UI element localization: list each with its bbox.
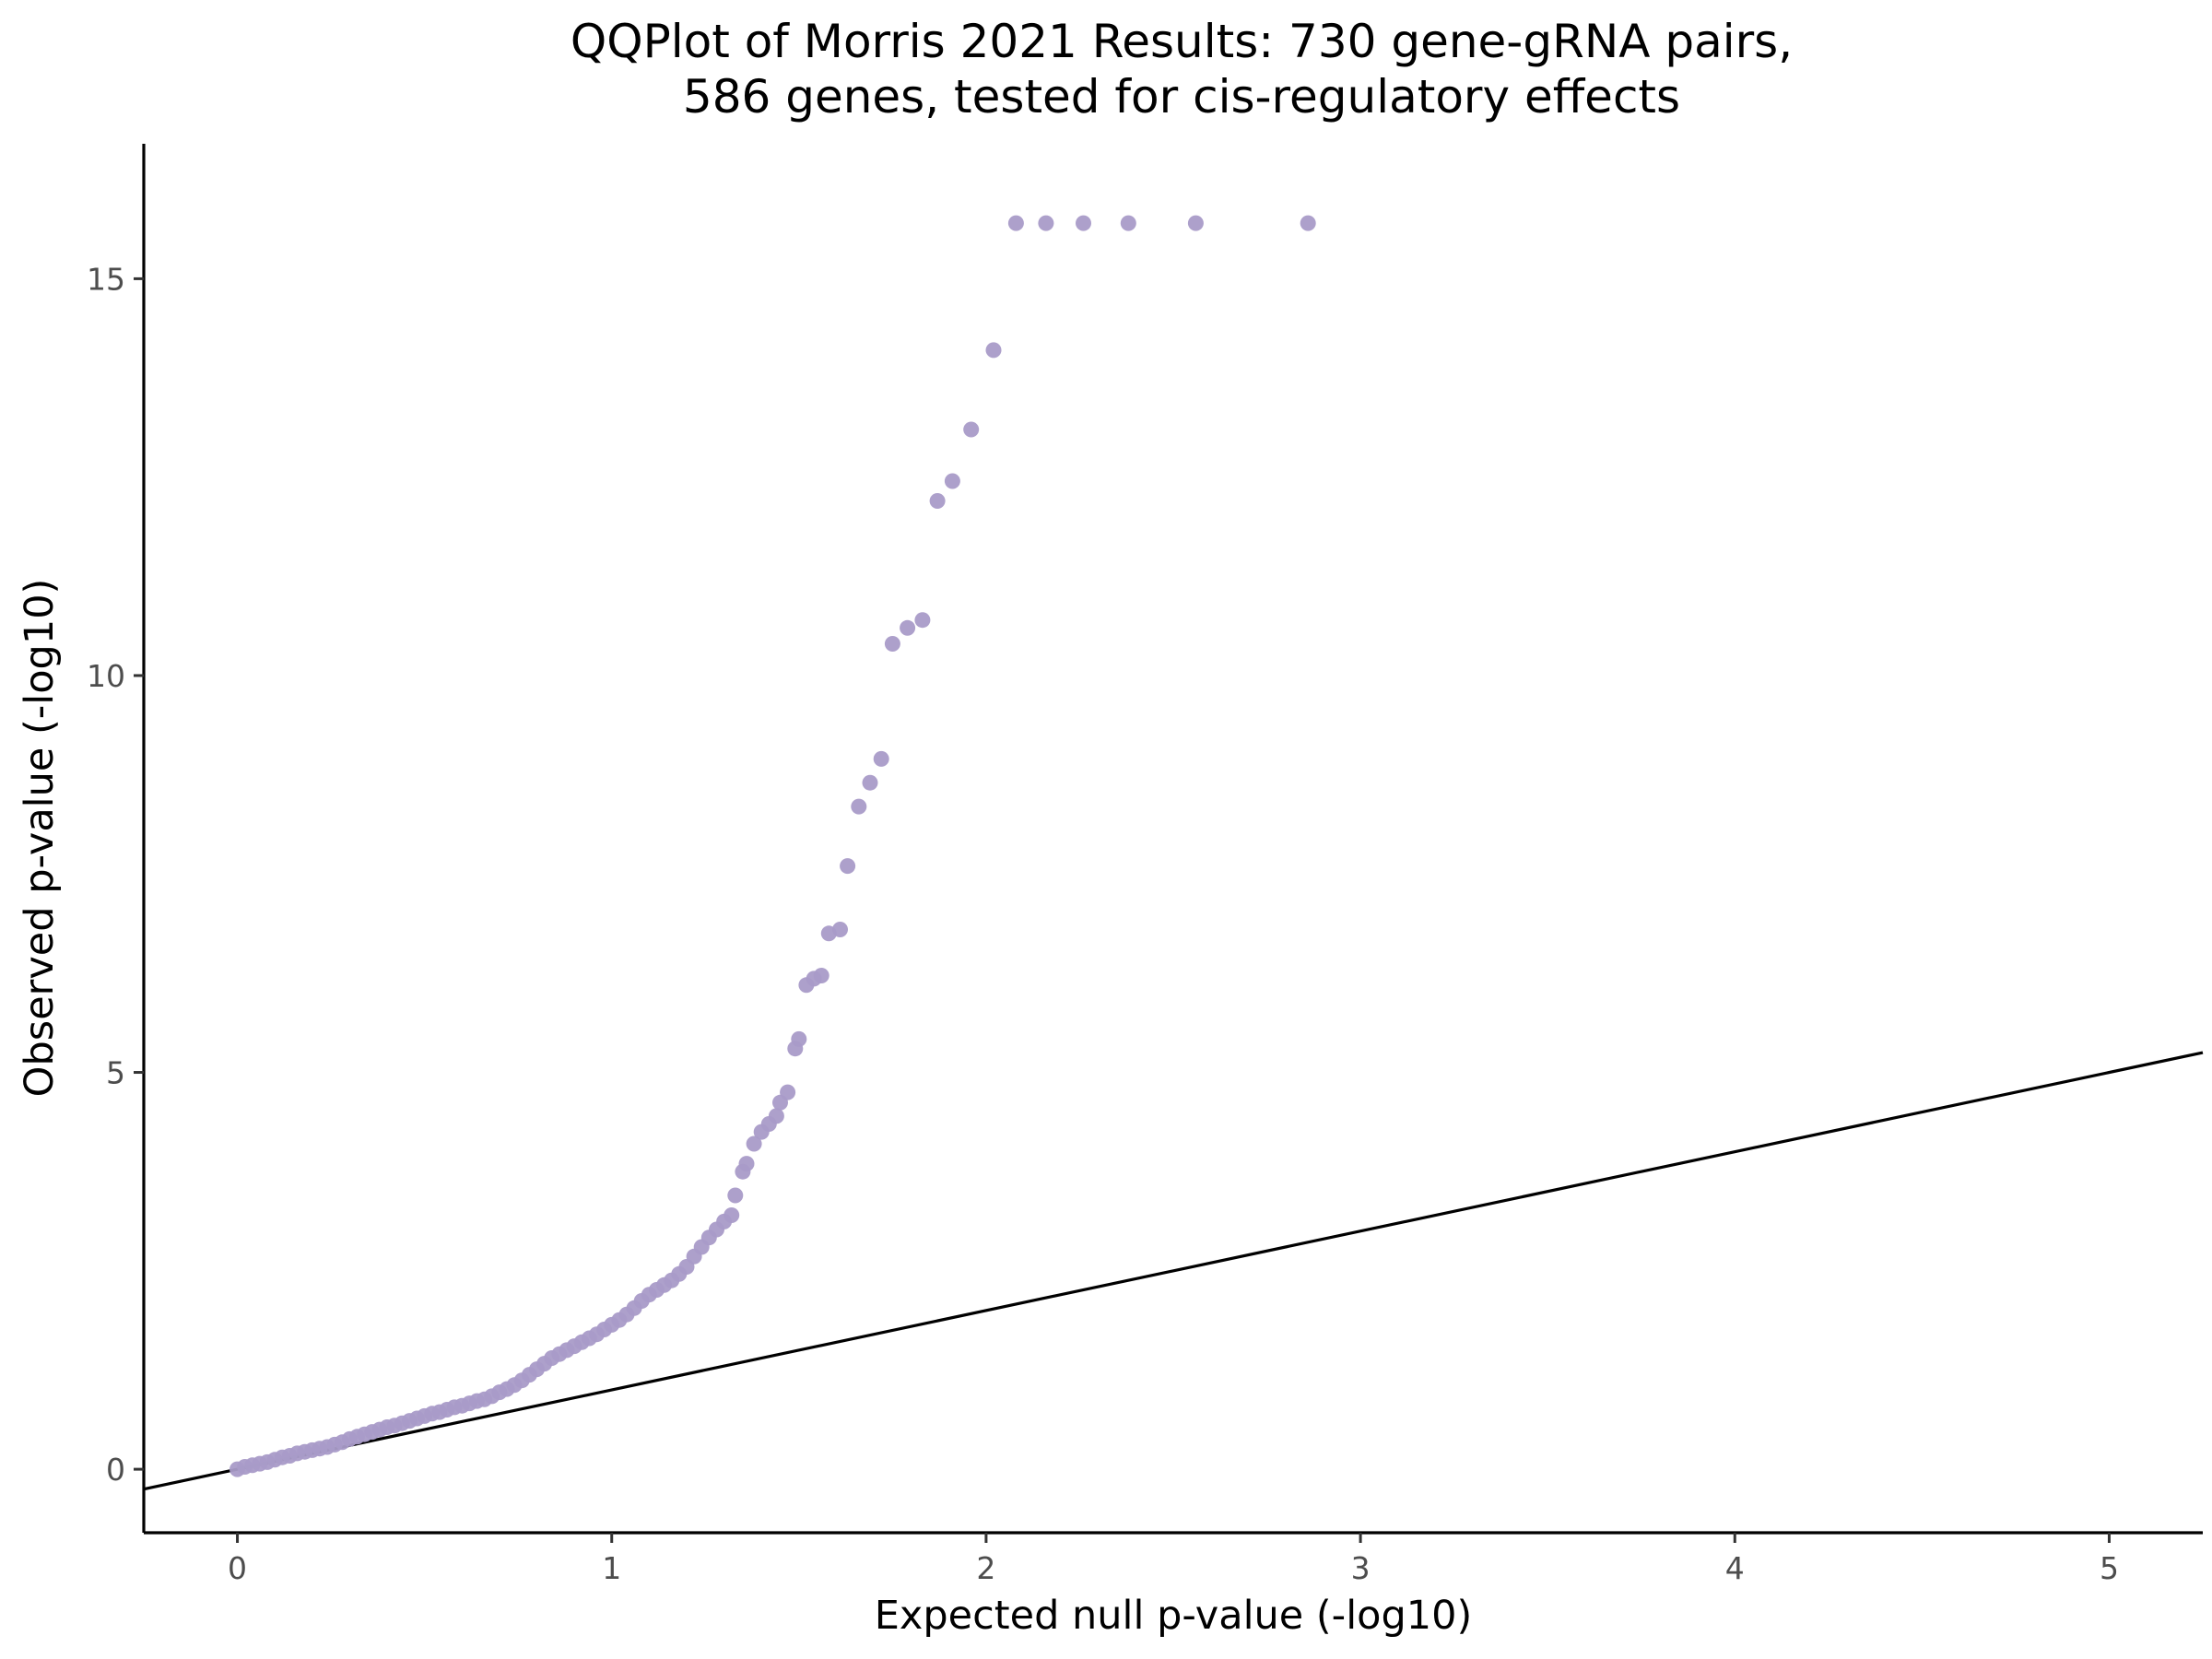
x-axis-title: Expected null p-value (-log10) [875, 1593, 1472, 1639]
data-point [727, 1187, 744, 1204]
x-tick-label: 1 [602, 1550, 621, 1586]
y-tick-label: 0 [106, 1452, 125, 1488]
y-ticks-layer: 0 5 10 15 [87, 261, 144, 1488]
y-axis-title: Observed p-value (-log10) [17, 579, 63, 1098]
data-point [791, 1030, 807, 1047]
data-point [1038, 215, 1054, 231]
x-tick-label: 5 [2100, 1550, 2119, 1586]
data-point [840, 858, 856, 875]
x-tick-label: 3 [1351, 1550, 1371, 1586]
x-tick-label: 2 [976, 1550, 995, 1586]
data-point [985, 342, 1002, 359]
data-point [1187, 215, 1204, 231]
data-point [914, 612, 931, 629]
data-point [746, 1135, 762, 1152]
y-tick-label: 5 [106, 1055, 125, 1091]
data-point [862, 774, 878, 791]
data-point [813, 968, 830, 983]
data-point [944, 473, 960, 489]
data-point [724, 1207, 740, 1223]
y-tick-label: 10 [87, 658, 125, 694]
data-point [963, 421, 980, 438]
data-point [900, 619, 916, 636]
data-points-layer [229, 215, 1316, 1477]
x-ticks-layer: 0 1 2 3 4 5 [228, 1533, 2119, 1586]
data-point [832, 922, 848, 937]
data-point [851, 798, 867, 815]
data-point [884, 636, 900, 652]
identity-reference-line [143, 1051, 2204, 1491]
x-tick-label: 4 [1725, 1550, 1745, 1586]
data-point [1076, 215, 1091, 231]
axes-layer [142, 144, 2203, 1535]
data-point [1300, 215, 1316, 231]
data-point [929, 493, 946, 509]
data-point [738, 1156, 755, 1172]
chart-title: QQPlot of Morris 2021 Results: 730 gene-… [571, 15, 1793, 68]
data-point [1007, 215, 1024, 231]
y-tick-label: 15 [87, 261, 125, 297]
x-tick-label: 0 [228, 1550, 247, 1586]
reference-line-layer [143, 1051, 2204, 1491]
data-point [1120, 215, 1136, 231]
data-point [768, 1108, 784, 1124]
data-point [873, 750, 889, 767]
data-point [780, 1084, 796, 1100]
chart-subtitle: 586 genes, tested for cis-regulatory eff… [683, 70, 1680, 124]
